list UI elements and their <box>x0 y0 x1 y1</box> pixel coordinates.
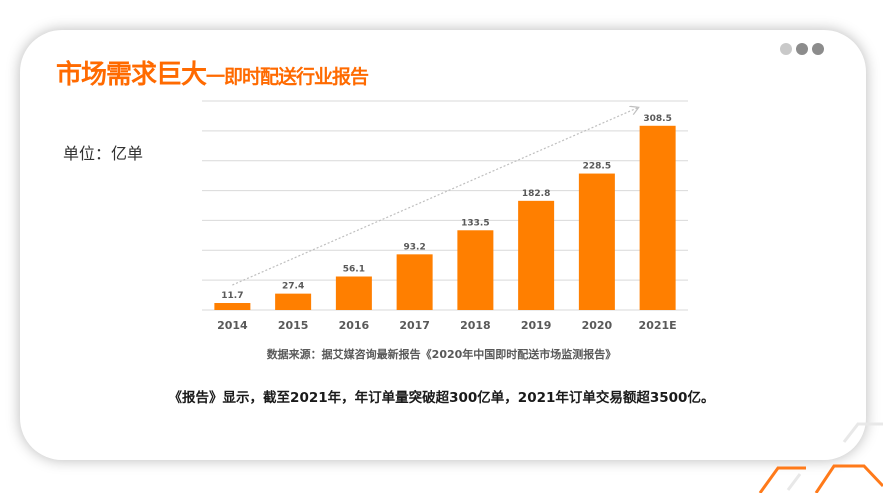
trend-arrow <box>232 108 637 286</box>
data-label: 93.2 <box>404 242 426 252</box>
source-note: 数据来源：据艾媒咨询最新报告《2020年中国即时配送市场监测报告》 <box>266 348 617 361</box>
data-label: 11.7 <box>221 291 243 301</box>
unit-label: 单位：亿单 <box>63 144 144 163</box>
x-tick-label: 2020 <box>582 319 613 332</box>
x-tick-label: 2015 <box>278 319 309 332</box>
bar <box>396 254 433 310</box>
bar <box>457 230 494 310</box>
summary-text: 《报告》显示，截至2021年，年订单量突破超300亿单，2021年订单交易额超3… <box>168 390 715 406</box>
data-label: 27.4 <box>282 282 304 292</box>
data-label: 308.5 <box>643 114 671 124</box>
x-tick-label: 2017 <box>399 319 430 332</box>
title-subtitle: 一即时配送行业报告 <box>206 66 369 88</box>
dot-icon <box>796 43 808 55</box>
page-title: 市场需求巨大一即时配送行业报告 <box>56 60 369 92</box>
bar <box>275 293 312 310</box>
x-tick-label: 2014 <box>217 319 248 332</box>
data-label: 182.8 <box>522 189 550 199</box>
data-label: 133.5 <box>461 218 489 228</box>
dot-icon <box>812 43 824 55</box>
bar <box>639 125 676 310</box>
data-label: 56.1 <box>343 265 365 275</box>
hexagon-decoration-icon <box>758 422 883 493</box>
bar <box>335 276 372 310</box>
slide-card <box>20 30 866 460</box>
x-tick-label: 2021E <box>639 319 677 332</box>
bar <box>578 173 615 310</box>
x-tick-label: 2018 <box>460 319 491 332</box>
bar <box>214 303 251 310</box>
window-dots <box>780 43 824 55</box>
data-label: 228.5 <box>583 162 611 172</box>
x-tick-label: 2019 <box>521 319 552 332</box>
x-tick-label: 2016 <box>339 319 370 332</box>
title-main: 市场需求巨大 <box>56 60 207 90</box>
dot-icon <box>780 43 792 55</box>
bar <box>518 200 555 310</box>
